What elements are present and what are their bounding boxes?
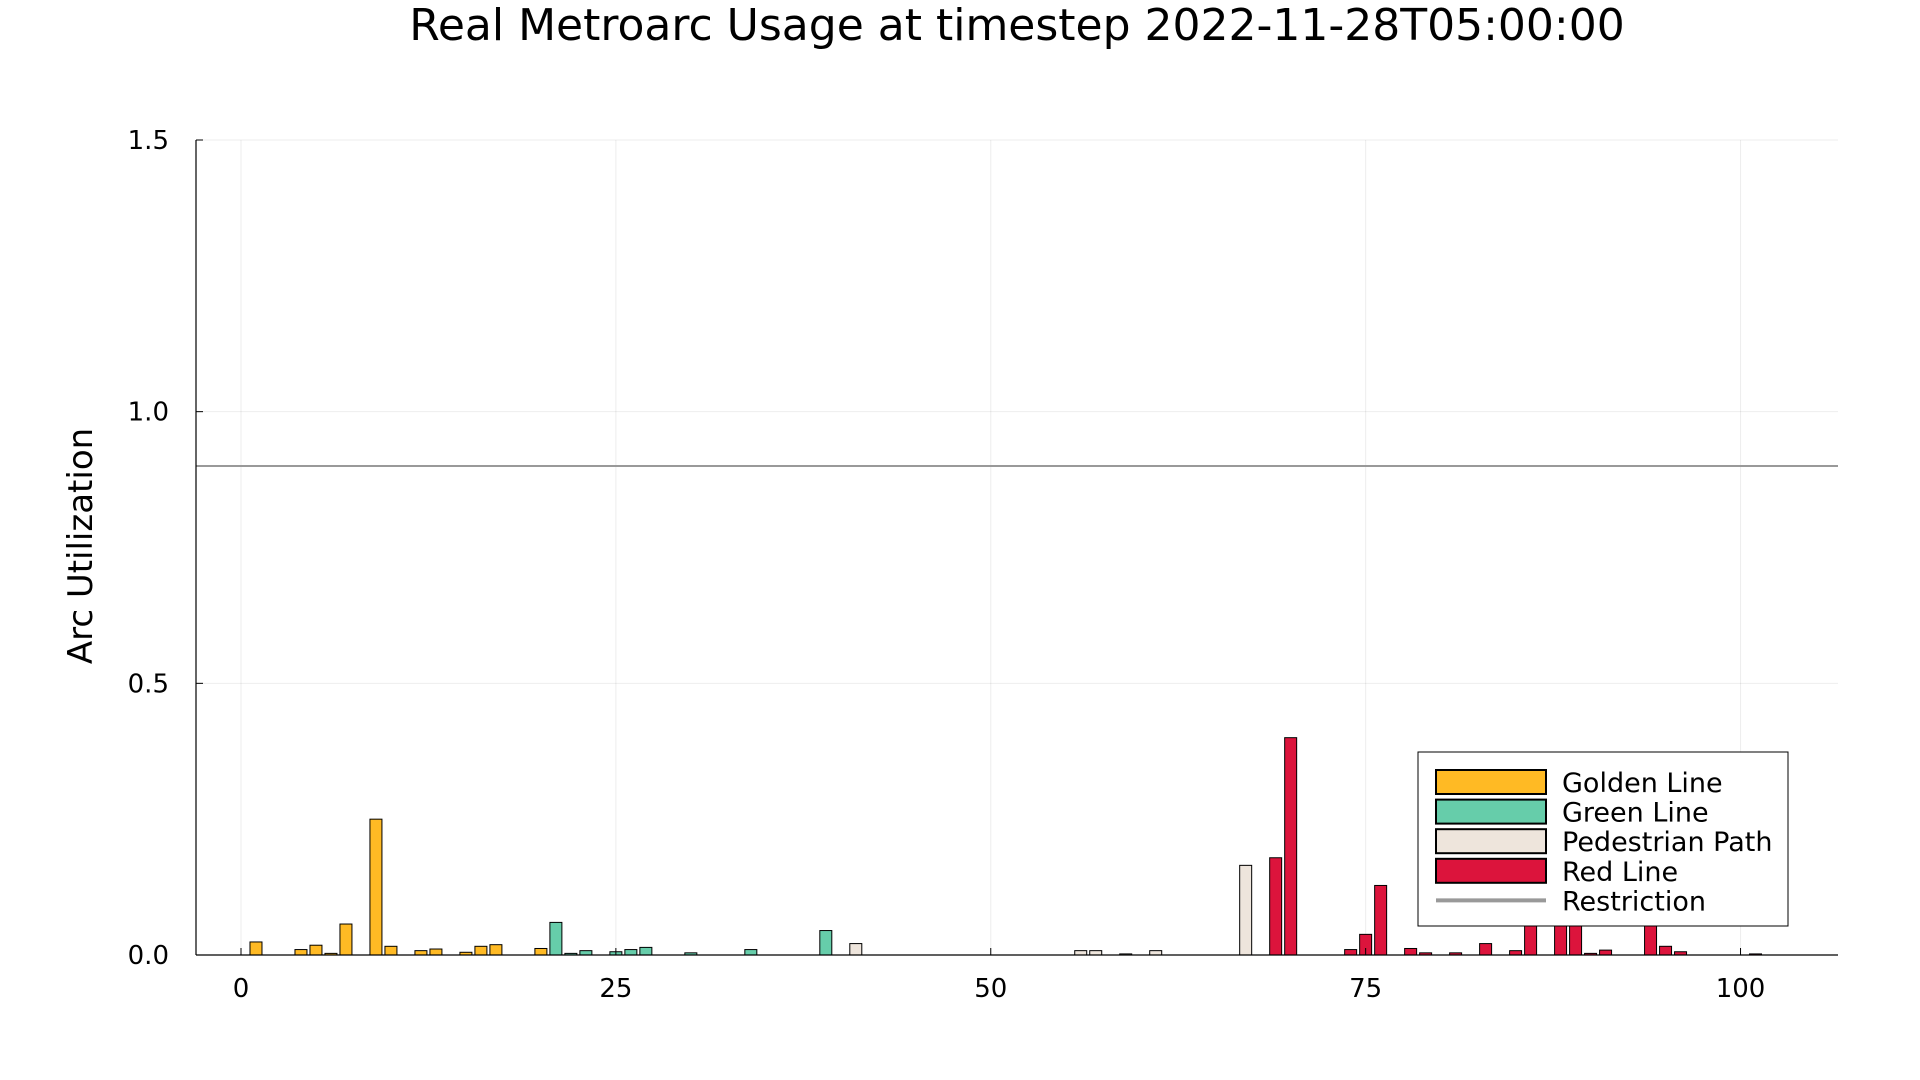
y-axis-label: Arc Utilization bbox=[61, 428, 101, 664]
legend-swatch bbox=[1435, 828, 1547, 855]
bar-red-line bbox=[1599, 949, 1613, 956]
bar-green-line bbox=[624, 949, 638, 956]
bars-layer bbox=[249, 737, 1763, 956]
bar-green-line bbox=[549, 921, 563, 956]
bar-pedestrian-path bbox=[1149, 950, 1163, 956]
legend-label: Pedestrian Path bbox=[1562, 827, 1773, 858]
bar-pedestrian-path bbox=[1074, 950, 1088, 956]
bar-red-line bbox=[1524, 921, 1538, 956]
bar-golden-line bbox=[429, 948, 443, 956]
x-tick-label: 25 bbox=[599, 974, 632, 1004]
bar-pedestrian-path bbox=[849, 943, 863, 956]
bar-red-line bbox=[1374, 884, 1388, 956]
x-tick-label: 100 bbox=[1716, 974, 1766, 1004]
bar-golden-line bbox=[414, 950, 428, 956]
y-tick-label: 1.5 bbox=[128, 126, 169, 156]
legend-label: Red Line bbox=[1562, 857, 1678, 888]
y-tick-label: 0.0 bbox=[128, 941, 169, 971]
legend-label: Green Line bbox=[1562, 798, 1709, 829]
bar-red-line bbox=[1569, 921, 1583, 956]
legend-label: Restriction bbox=[1562, 886, 1706, 917]
y-tick-label: 0.5 bbox=[128, 669, 169, 699]
bar-golden-line bbox=[474, 945, 488, 956]
bar-red-line bbox=[1479, 943, 1493, 956]
bar-pedestrian-path bbox=[1239, 864, 1253, 956]
x-tick-label: 0 bbox=[233, 974, 250, 1004]
legend-label: Golden Line bbox=[1562, 768, 1723, 799]
bar-golden-line bbox=[249, 941, 263, 956]
y-tick-label: 1.0 bbox=[128, 398, 169, 428]
bar-red-line bbox=[1644, 921, 1658, 956]
bar-red-line bbox=[1269, 857, 1283, 956]
bar-red-line bbox=[1404, 947, 1418, 956]
bar-golden-line bbox=[384, 945, 398, 956]
bar-green-line bbox=[744, 949, 758, 956]
bar-golden-line bbox=[294, 949, 308, 956]
x-tick-label: 50 bbox=[974, 974, 1007, 1004]
bar-red-line bbox=[1284, 737, 1298, 956]
bar-golden-line bbox=[339, 923, 353, 956]
bar-red-line bbox=[1554, 921, 1568, 956]
legend-swatch bbox=[1435, 769, 1547, 795]
bar-red-line bbox=[1659, 945, 1673, 956]
bar-golden-line bbox=[369, 818, 383, 956]
legend-swatch bbox=[1435, 798, 1547, 825]
bar-golden-line bbox=[534, 947, 548, 956]
bar-golden-line bbox=[489, 944, 503, 956]
bar-pedestrian-path bbox=[1089, 950, 1103, 956]
x-tick-label: 75 bbox=[1349, 974, 1382, 1004]
axes-layer: 0 25 50 75 100 0.0 0.5 1.0 1.5 bbox=[128, 126, 1838, 1004]
bar-green-line bbox=[819, 930, 833, 956]
bar-green-line bbox=[639, 946, 653, 956]
chart-title: Real Metroarc Usage at timestep 2022-11-… bbox=[409, 0, 1624, 51]
legend-swatch bbox=[1435, 857, 1547, 884]
bar-green-line bbox=[579, 950, 593, 956]
bar-red-line bbox=[1344, 949, 1358, 956]
bar-golden-line bbox=[309, 944, 323, 956]
bar-red-line bbox=[1509, 950, 1523, 956]
